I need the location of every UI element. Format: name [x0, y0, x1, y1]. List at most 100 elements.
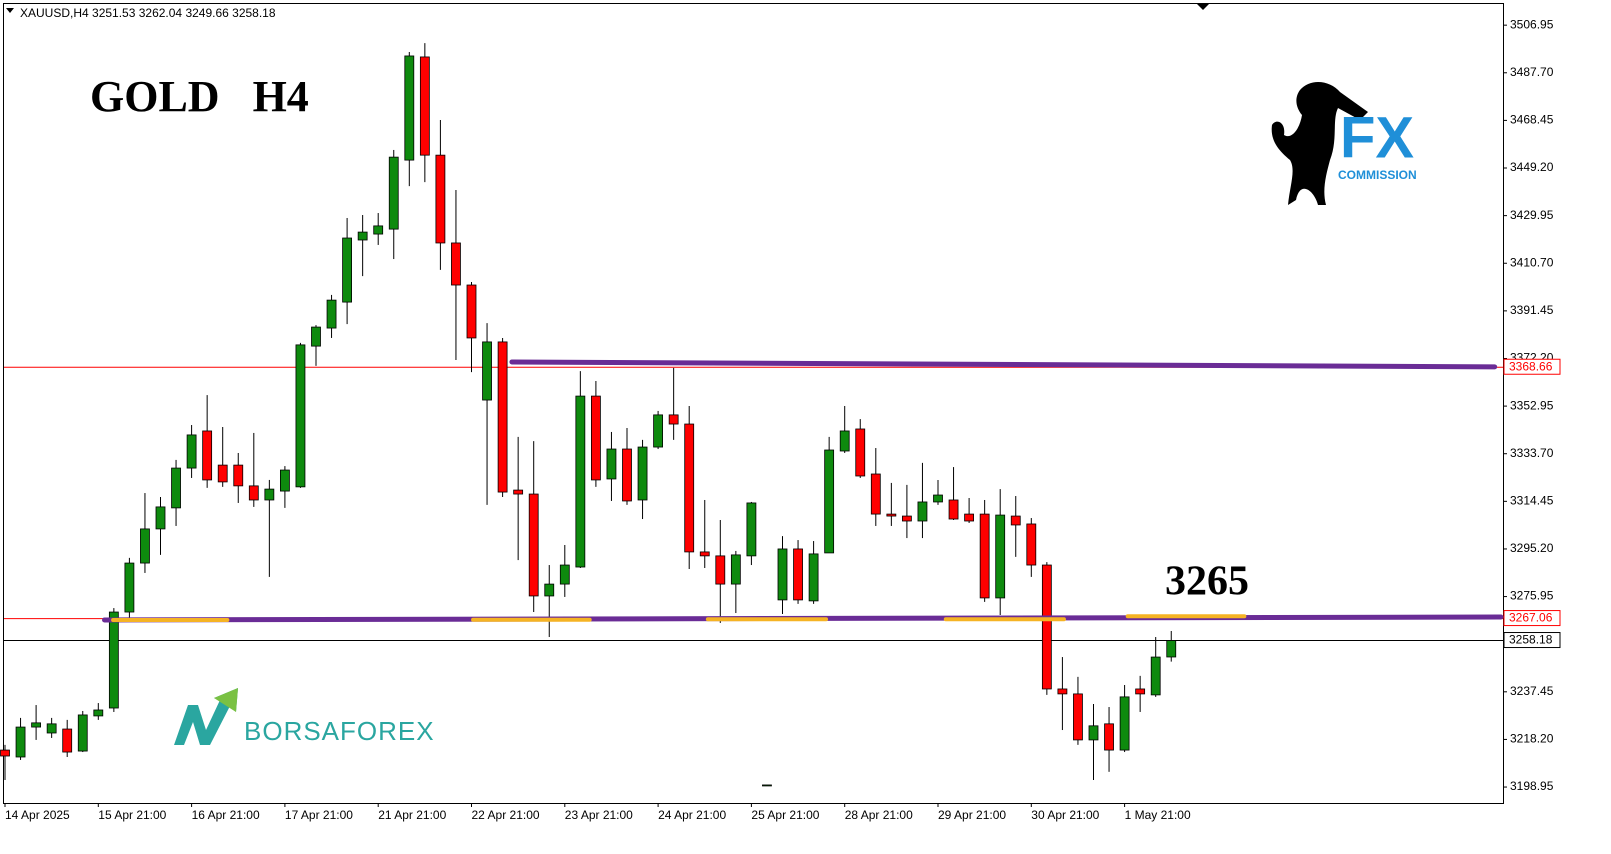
- candle: [606, 431, 617, 501]
- body: [155, 506, 166, 530]
- price-label-box: [1503, 632, 1561, 649]
- logo-arrow: [214, 688, 238, 712]
- candle: [108, 608, 119, 712]
- body: [15, 726, 26, 758]
- candle: [93, 703, 104, 720]
- body: [544, 583, 555, 597]
- body: [1150, 656, 1161, 696]
- x-tick-label: 1 May 21:00: [1125, 808, 1191, 822]
- x-tick-label: 30 Apr 21:00: [1031, 808, 1099, 822]
- candle: [777, 536, 788, 615]
- menu-triangle: [6, 8, 14, 13]
- x-tick-label: 23 Apr 21:00: [565, 808, 633, 822]
- candle: [186, 425, 197, 478]
- candle: [979, 499, 990, 602]
- body: [575, 395, 586, 568]
- candle: [155, 497, 166, 555]
- body: [1119, 696, 1130, 751]
- body: [202, 430, 213, 481]
- body: [653, 414, 663, 448]
- body: [248, 485, 259, 501]
- candle: [264, 479, 275, 577]
- candle: [171, 459, 181, 526]
- body: [482, 341, 492, 401]
- body: [451, 242, 461, 286]
- candle: [15, 717, 26, 760]
- body: [1041, 564, 1052, 690]
- body: [793, 548, 803, 601]
- body: [1135, 688, 1146, 695]
- body: [124, 562, 135, 613]
- candle: [295, 342, 306, 488]
- body: [668, 414, 679, 425]
- price-label: 3267.06: [1509, 611, 1553, 625]
- y-tick-label: 3314.45: [1510, 494, 1554, 508]
- candle: [357, 215, 368, 277]
- body: [824, 449, 835, 554]
- x-tick-label: 16 Apr 21:00: [192, 808, 260, 822]
- body: [1073, 693, 1083, 741]
- y-tick-label: 3275.95: [1510, 589, 1554, 603]
- x-tick-label: 24 Apr 21:00: [658, 808, 726, 822]
- candle: [233, 452, 244, 503]
- x-tick-label: 25 Apr 21:00: [751, 808, 819, 822]
- candle: [870, 448, 881, 526]
- candle: [388, 149, 399, 260]
- candle: [326, 294, 337, 338]
- candle: [62, 719, 73, 757]
- candle: [824, 436, 835, 554]
- body: [497, 341, 508, 493]
- body: [746, 502, 757, 557]
- body: [264, 488, 275, 501]
- y-tick-label: 3449.20: [1510, 160, 1554, 174]
- body: [279, 469, 290, 492]
- candle: [730, 550, 741, 614]
- body: [933, 494, 943, 503]
- body: [995, 514, 1006, 599]
- logo-text: FX: [1340, 105, 1414, 170]
- body: [357, 231, 368, 241]
- candle: [466, 282, 477, 373]
- candle: [699, 499, 710, 569]
- body: [777, 548, 788, 601]
- borsaforex-logo: BORSAFOREX: [174, 688, 435, 746]
- body: [171, 467, 181, 509]
- y-tick-label: 3506.95: [1510, 17, 1554, 31]
- x-tick-label: 14 Apr 2025: [5, 808, 70, 822]
- candle: [886, 482, 897, 526]
- candle: [248, 432, 259, 507]
- candle: [31, 705, 42, 740]
- candle: [217, 427, 228, 487]
- body: [591, 395, 601, 481]
- candle: [373, 213, 384, 245]
- candle: [715, 520, 726, 623]
- candle: [311, 325, 321, 366]
- fx-logo: FX COMMISSION: [1271, 81, 1417, 205]
- body: [1026, 523, 1037, 566]
- body: [77, 714, 88, 752]
- y-tick-label: 3237.45: [1510, 684, 1554, 698]
- body: [217, 464, 228, 483]
- body: [46, 723, 57, 734]
- body: [311, 326, 321, 347]
- candle: [1026, 518, 1037, 577]
- body: [140, 528, 150, 564]
- body: [1010, 515, 1021, 526]
- candle: [140, 493, 150, 573]
- candle: [404, 51, 415, 187]
- body: [637, 446, 648, 501]
- body: [404, 55, 415, 161]
- candle: [964, 497, 974, 523]
- candle: [762, 784, 772, 787]
- body: [1104, 723, 1114, 751]
- candle: [591, 380, 601, 487]
- body: [839, 430, 850, 452]
- candle: [793, 540, 803, 604]
- body: [186, 434, 197, 469]
- logo-text: BORSAFOREX: [244, 716, 435, 746]
- candle: [948, 467, 959, 521]
- body: [606, 448, 617, 480]
- candle: [1166, 630, 1177, 662]
